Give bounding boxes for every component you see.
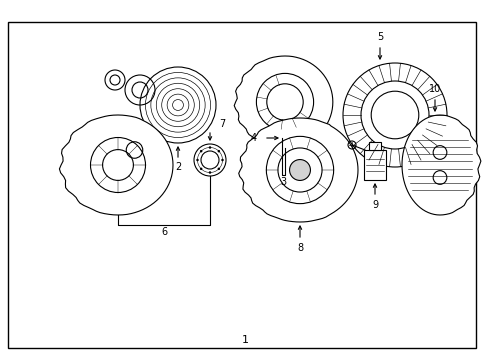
Circle shape [200,167,202,170]
Circle shape [200,150,202,152]
Circle shape [343,63,447,167]
Bar [364,150,386,180]
Circle shape [273,159,275,161]
Circle shape [290,159,311,180]
Circle shape [273,143,275,145]
Circle shape [281,162,283,164]
Polygon shape [402,115,481,215]
Text: 9: 9 [372,200,378,210]
Circle shape [209,146,211,149]
Circle shape [209,171,211,174]
Circle shape [221,159,224,161]
Text: 2: 2 [175,162,181,172]
Polygon shape [239,118,358,222]
Text: 4: 4 [251,133,257,143]
Circle shape [270,151,272,153]
Text: 5: 5 [377,32,383,42]
Circle shape [289,143,291,145]
Circle shape [292,151,294,153]
Polygon shape [234,56,333,148]
Circle shape [218,150,220,152]
Bar [369,142,381,150]
Text: 8: 8 [297,243,303,253]
Text: 1: 1 [242,335,248,345]
Circle shape [371,91,419,139]
Circle shape [281,140,283,142]
Text: 7: 7 [219,119,225,129]
Circle shape [289,159,291,161]
Text: 3: 3 [280,177,287,187]
Circle shape [196,159,199,161]
Polygon shape [59,115,173,215]
Circle shape [218,167,220,170]
Text: 6: 6 [161,227,167,237]
Text: 10: 10 [429,84,441,94]
